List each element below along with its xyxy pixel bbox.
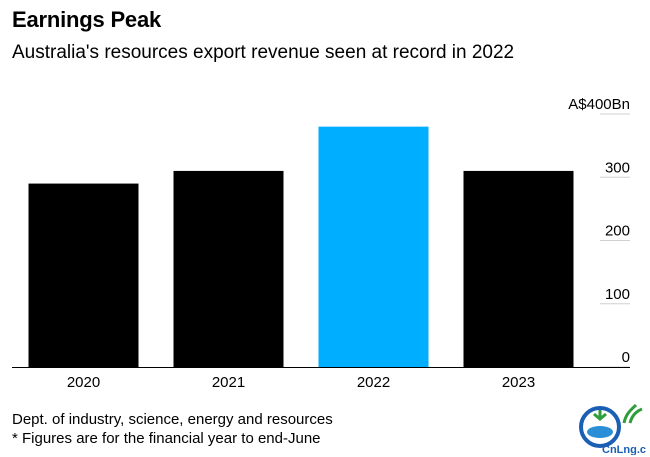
bar-2020 [28,183,139,367]
bar-2022 [318,126,429,368]
y-tick-label: 200 [605,223,630,240]
source-text: Dept. of industry, science, energy and r… [12,411,333,428]
cnlng-logo: CnLng.com [579,403,646,455]
chart-subtitle: Australia's resources export revenue see… [12,42,515,63]
bar-chart: 0 100 200 300 A$400Bn 2020 2021 2022 2023 [12,96,630,391]
x-tick-label: 2021 [212,374,245,391]
bar-2021 [173,170,284,367]
y-tick-label: 300 [605,159,630,176]
bar-2023 [463,170,574,367]
y-tick-label: 100 [605,286,630,303]
x-tick-label: 2023 [502,374,535,391]
y-tick-label: A$400Bn [568,96,630,113]
x-tick-label: 2022 [357,374,390,391]
chart-title: Earnings Peak [12,7,162,32]
x-tick-label: 2020 [67,374,100,391]
y-tick-label: 0 [622,349,630,366]
logo-text: CnLng.com [602,444,646,455]
source-notes: Dept. of industry, science, energy and r… [12,410,333,448]
footnote-text: * Figures are for the financial year to … [12,430,321,447]
